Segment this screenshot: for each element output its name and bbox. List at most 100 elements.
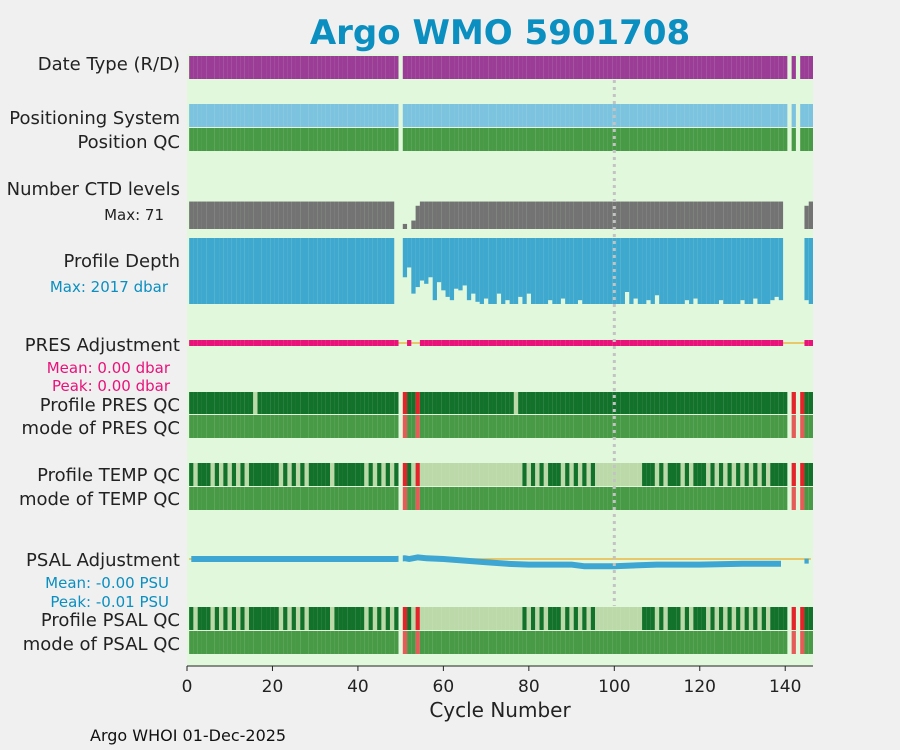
mode-temp-qc-cycle-69 bbox=[479, 487, 484, 510]
mode-psal-qc-cycle-107 bbox=[642, 631, 647, 654]
mode-temp-qc-cycle-87 bbox=[556, 487, 561, 510]
mode-pres-qc-cycle-134 bbox=[757, 415, 762, 438]
profile-pres-qc-cycle-79 bbox=[522, 392, 527, 414]
profile-depth-bar-cycle-127 bbox=[727, 238, 732, 304]
mode-temp-qc-cycle-135 bbox=[761, 487, 766, 510]
mode-pres-qc-cycle-26 bbox=[295, 415, 301, 438]
mode-psal-qc-cycle-89 bbox=[565, 631, 570, 654]
profile-psal-qc-cycle-122 bbox=[706, 607, 711, 630]
mode-psal-qc-cycle-74 bbox=[501, 631, 506, 654]
profile-depth-bar-cycle-107 bbox=[642, 238, 647, 304]
profile-depth-bar-cycle-14 bbox=[244, 238, 249, 304]
mode-pres-qc-cycle-122 bbox=[706, 415, 711, 438]
profile-temp-qc-cycle-122 bbox=[706, 463, 711, 486]
profile-psal-qc-cycle-130 bbox=[740, 607, 745, 630]
position-qc-bar-cycle-38 bbox=[347, 128, 352, 151]
profile-depth-bar-cycle-136 bbox=[766, 238, 771, 304]
profile-pres-qc-cycle-52 bbox=[407, 392, 412, 414]
pres-adjustment-mark-cycle-66 bbox=[466, 340, 472, 346]
position-qc-bar-cycle-103 bbox=[624, 128, 630, 151]
position-qc-bar-cycle-128 bbox=[731, 128, 737, 151]
ctd-levels-bar-cycle-123 bbox=[710, 201, 715, 229]
date-type-bar-cycle-35 bbox=[334, 56, 339, 79]
pres-adjustment-mark-cycle-38 bbox=[347, 340, 352, 346]
mode-psal-qc-cycle-24 bbox=[287, 631, 292, 654]
profile-temp-qc-cycle-23 bbox=[283, 463, 288, 486]
mode-pres-qc-cycle-84 bbox=[543, 415, 549, 438]
profile-psal-qc-cycle-73 bbox=[496, 607, 502, 630]
position-qc-bar-cycle-41 bbox=[360, 128, 365, 151]
profile-temp-qc-cycle-21 bbox=[274, 463, 279, 486]
mode-pres-qc-cycle-47 bbox=[385, 415, 390, 438]
mode-pres-qc-cycle-29 bbox=[308, 415, 314, 438]
profile-temp-qc-cycle-140 bbox=[783, 463, 788, 486]
ctd-levels-bar-cycle-104 bbox=[629, 201, 634, 229]
mode-temp-qc-cycle-106 bbox=[637, 487, 643, 510]
profile-depth-bar-cycle-105 bbox=[633, 238, 638, 299]
positioning-bar-cycle-84 bbox=[543, 104, 549, 127]
positioning-bar-cycle-65 bbox=[462, 104, 467, 127]
mode-temp-qc-cycle-78 bbox=[518, 487, 523, 510]
positioning-bar-cycle-5 bbox=[206, 104, 211, 127]
date-type-bar-cycle-22 bbox=[278, 56, 284, 79]
pres-adjustment-mark-cycle-35 bbox=[334, 340, 339, 346]
profile-pres-qc-cycle-122 bbox=[706, 392, 711, 414]
mode-pres-qc-cycle-113 bbox=[667, 415, 672, 438]
mode-pres-qc-cycle-100 bbox=[612, 415, 617, 438]
positioning-bar-cycle-126 bbox=[723, 104, 728, 127]
mode-temp-qc-cycle-74 bbox=[501, 487, 506, 510]
profile-pres-qc-cycle-133 bbox=[753, 392, 758, 414]
profile-temp-qc-cycle-92 bbox=[577, 463, 583, 486]
mode-psal-qc-cycle-36 bbox=[338, 631, 343, 654]
positioning-bar-cycle-88 bbox=[560, 104, 566, 127]
profile-pres-qc-cycle-92 bbox=[577, 392, 583, 414]
profile-temp-qc-cycle-120 bbox=[697, 463, 702, 486]
positioning-bar-cycle-140 bbox=[783, 104, 788, 127]
ctd-levels-bar-cycle-35 bbox=[334, 201, 339, 229]
mode-psal-qc-cycle-72 bbox=[492, 631, 497, 654]
profile-pres-qc-cycle-73 bbox=[496, 392, 502, 414]
pres-adjustment-mark-cycle-99 bbox=[607, 340, 613, 346]
ctd-levels-bar-cycle-91 bbox=[573, 201, 578, 229]
profile-pres-qc-cycle-124 bbox=[714, 392, 719, 414]
mode-psal-qc-cycle-102 bbox=[620, 631, 625, 654]
date-type-bar-cycle-36 bbox=[338, 56, 343, 79]
pres-adjustment-mark-cycle-7 bbox=[214, 340, 220, 346]
ctd-levels-bar-cycle-13 bbox=[240, 201, 245, 229]
position-qc-bar-cycle-66 bbox=[466, 128, 472, 151]
profile-pres-qc-cycle-42 bbox=[364, 392, 369, 414]
mode-temp-qc-cycle-146 bbox=[808, 487, 813, 510]
profile-pres-qc-cycle-99 bbox=[607, 392, 613, 414]
mode-pres-qc-cycle-91 bbox=[573, 415, 578, 438]
positioning-bar-cycle-56 bbox=[424, 104, 429, 127]
mode-psal-qc-cycle-51 bbox=[402, 631, 408, 654]
profile-depth-bar-cycle-133 bbox=[753, 238, 758, 299]
profile-depth-bar-cycle-125 bbox=[718, 238, 724, 301]
mode-pres-qc-cycle-33 bbox=[325, 415, 331, 438]
profile-temp-qc-cycle-1 bbox=[189, 463, 194, 486]
ctd-levels-bar-cycle-145 bbox=[804, 205, 809, 229]
profile-temp-qc-cycle-62 bbox=[449, 463, 455, 486]
date-type-bar-cycle-102 bbox=[620, 56, 625, 79]
ctd-levels-bar-cycle-51 bbox=[402, 223, 408, 229]
profile-pres-qc-cycle-3 bbox=[197, 392, 202, 414]
positioning-bar-cycle-32 bbox=[321, 104, 326, 127]
mode-pres-qc-cycle-121 bbox=[701, 415, 707, 438]
profile-temp-qc-cycle-47 bbox=[385, 463, 390, 486]
positioning-bar-cycle-24 bbox=[287, 104, 292, 127]
profile-depth-bar-cycle-84 bbox=[543, 238, 549, 304]
mode-psal-qc-cycle-126 bbox=[723, 631, 728, 654]
profile-temp-qc-cycle-41 bbox=[360, 463, 365, 486]
mode-pres-qc-cycle-48 bbox=[389, 415, 395, 438]
pres-adjustment-mark-cycle-104 bbox=[629, 340, 634, 346]
positioning-bar-cycle-66 bbox=[466, 104, 472, 127]
mode-temp-qc-cycle-101 bbox=[616, 487, 621, 510]
date-type-bar-cycle-40 bbox=[355, 56, 361, 79]
mode-pres-qc-cycle-21 bbox=[274, 415, 279, 438]
position-qc-bar-cycle-93 bbox=[582, 128, 587, 151]
date-type-bar-cycle-8 bbox=[219, 56, 224, 79]
profile-psal-qc-cycle-58 bbox=[432, 607, 437, 630]
date-type-bar-cycle-77 bbox=[513, 56, 519, 79]
position-qc-bar-cycle-22 bbox=[278, 128, 284, 151]
mode-pres-qc-cycle-87 bbox=[556, 415, 561, 438]
